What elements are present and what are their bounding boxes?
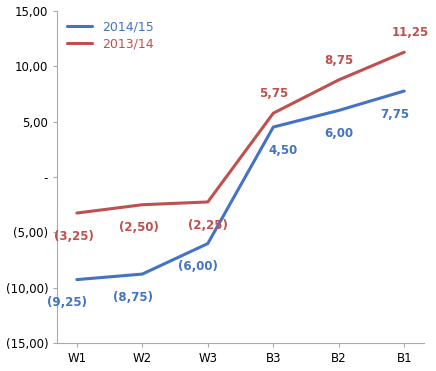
Text: 7,75: 7,75 (380, 108, 409, 121)
Text: (2,50): (2,50) (119, 221, 159, 234)
2013/14 (140, 203, 145, 207)
2014/15 (336, 108, 341, 113)
2014/15 (140, 272, 145, 276)
2013/14 (336, 78, 341, 82)
Text: (8,75): (8,75) (112, 291, 153, 304)
2014/15 (271, 125, 276, 129)
Text: (6,00): (6,00) (178, 260, 218, 273)
Text: 4,50: 4,50 (269, 144, 298, 157)
Text: 5,75: 5,75 (259, 87, 288, 100)
Line: 2013/14: 2013/14 (77, 52, 404, 213)
Text: 6,00: 6,00 (324, 127, 353, 140)
2014/15 (402, 89, 407, 93)
2013/14 (205, 200, 211, 204)
Text: (9,25): (9,25) (47, 296, 87, 309)
Text: (3,25): (3,25) (54, 230, 93, 243)
Text: 8,75: 8,75 (324, 53, 354, 66)
2013/14 (402, 50, 407, 55)
2014/15 (74, 278, 79, 282)
Line: 2014/15: 2014/15 (77, 91, 404, 280)
2013/14 (271, 111, 276, 115)
2013/14 (74, 211, 79, 215)
Text: (2,25): (2,25) (188, 219, 228, 232)
2014/15 (205, 241, 211, 246)
Text: 11,25: 11,25 (392, 26, 429, 39)
Legend: 2014/15, 2013/14: 2014/15, 2013/14 (64, 17, 158, 54)
